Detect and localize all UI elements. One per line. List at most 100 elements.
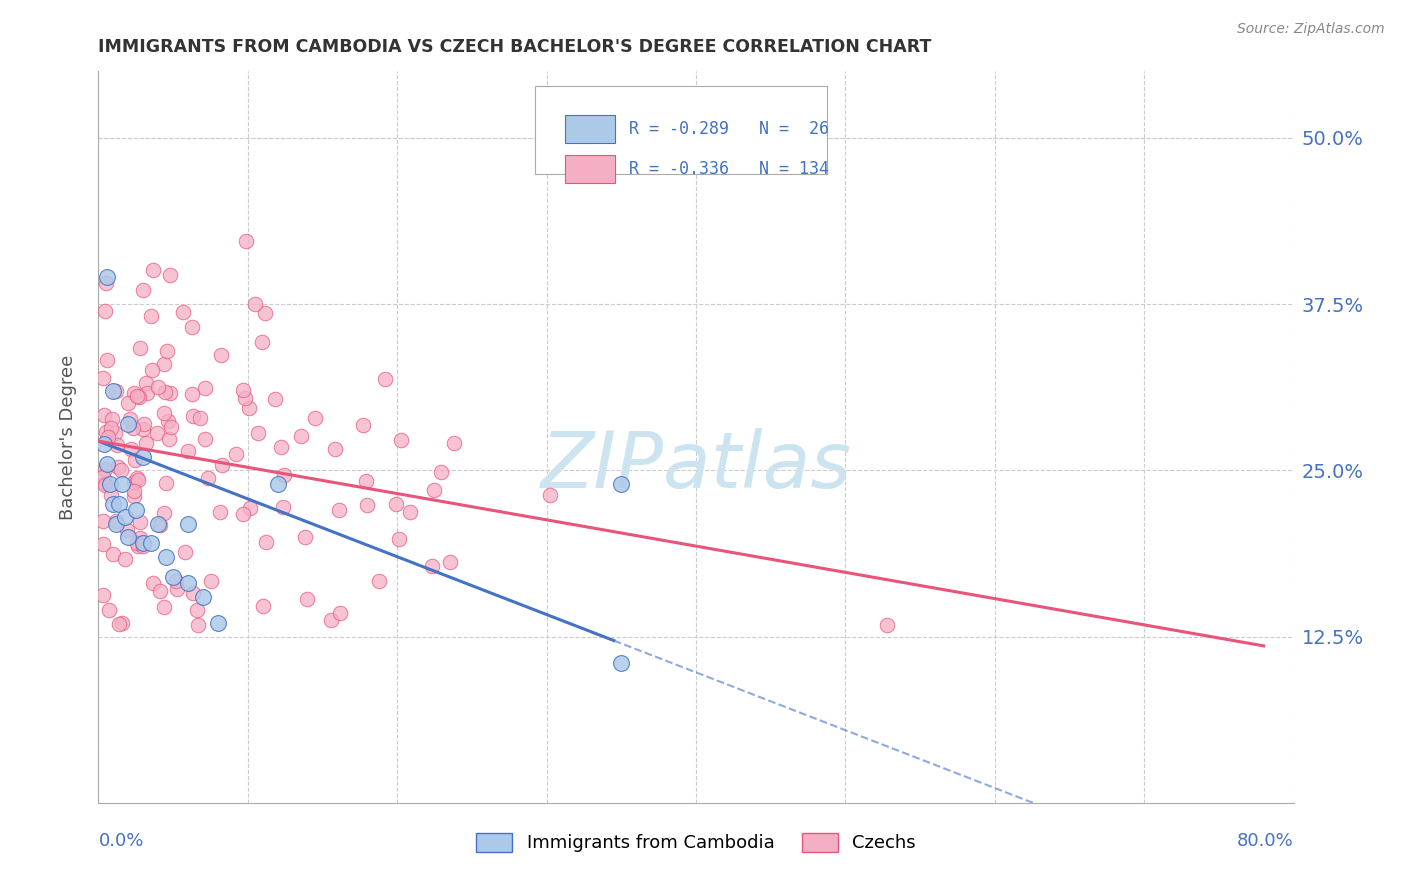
Point	[352, 418, 374, 433]
Point	[98, 476, 122, 491]
Point	[191, 590, 214, 604]
Point	[127, 471, 149, 485]
Point	[120, 442, 142, 457]
Point	[96, 276, 118, 290]
Point	[443, 435, 465, 450]
Text: 80.0%: 80.0%	[1237, 832, 1294, 850]
Point	[105, 438, 128, 452]
Point	[110, 615, 132, 630]
Point	[208, 505, 231, 519]
Point	[211, 458, 233, 472]
Point	[323, 442, 346, 456]
Point	[423, 483, 446, 498]
Point	[94, 462, 117, 476]
Point	[122, 385, 145, 400]
Point	[132, 536, 155, 550]
Point	[876, 618, 898, 632]
Point	[273, 468, 295, 483]
Point	[94, 477, 117, 491]
Point	[124, 489, 146, 503]
Point	[399, 505, 422, 519]
Point	[186, 602, 208, 616]
Point	[93, 409, 115, 423]
Point	[159, 385, 181, 400]
Point	[122, 475, 145, 490]
Point	[166, 582, 188, 596]
Point	[354, 474, 377, 488]
Point	[368, 574, 391, 588]
Point	[132, 283, 155, 297]
Point	[187, 617, 209, 632]
Point	[91, 470, 114, 484]
Point	[148, 518, 170, 533]
Point	[125, 503, 148, 517]
Point	[101, 412, 124, 426]
Point	[141, 576, 163, 591]
Point	[174, 545, 197, 559]
Point	[96, 457, 118, 471]
Point	[127, 474, 149, 488]
Point	[110, 463, 132, 477]
Point	[194, 381, 217, 395]
Point	[188, 411, 211, 425]
Point	[270, 440, 292, 454]
Point	[207, 616, 229, 631]
Point	[128, 342, 150, 356]
Point	[135, 436, 157, 450]
Point	[114, 551, 136, 566]
Point	[239, 500, 262, 515]
Point	[91, 514, 114, 528]
Point	[91, 537, 114, 551]
Point	[155, 549, 177, 564]
Point	[267, 476, 290, 491]
Point	[129, 532, 152, 546]
Point	[271, 500, 294, 514]
Point	[155, 343, 177, 358]
Point	[104, 425, 127, 440]
Point	[153, 600, 176, 615]
Bar	[565, 115, 614, 143]
Point	[200, 574, 222, 588]
Point	[356, 499, 378, 513]
Point	[209, 347, 232, 361]
Point	[152, 506, 174, 520]
Point	[388, 532, 411, 546]
Point	[146, 379, 169, 393]
Point	[148, 516, 170, 531]
Point	[374, 372, 396, 386]
Point	[135, 376, 157, 391]
Point	[107, 460, 129, 475]
Point	[127, 539, 149, 553]
Point	[250, 334, 273, 349]
Point	[115, 524, 138, 538]
Point	[294, 530, 316, 544]
Point	[157, 433, 180, 447]
Point	[131, 422, 153, 436]
Point	[96, 352, 118, 367]
Point	[290, 429, 312, 443]
Point	[180, 387, 202, 401]
Point	[103, 497, 125, 511]
Point	[97, 430, 120, 444]
Point	[94, 303, 117, 318]
Point	[145, 425, 167, 440]
Point	[111, 476, 134, 491]
Point	[253, 306, 276, 320]
Point	[180, 320, 202, 334]
Point	[439, 555, 461, 569]
Point	[94, 425, 117, 440]
Point	[385, 497, 408, 511]
Point	[181, 409, 204, 423]
Point	[389, 433, 412, 447]
Point	[297, 591, 319, 606]
Point	[197, 471, 219, 485]
Point	[135, 385, 157, 400]
Point	[103, 384, 125, 398]
Point	[172, 305, 194, 319]
Point	[263, 392, 285, 406]
Point	[125, 536, 148, 550]
Legend: Immigrants from Cambodia, Czechs: Immigrants from Cambodia, Czechs	[470, 826, 922, 860]
Point	[93, 436, 115, 450]
Text: IMMIGRANTS FROM CAMBODIA VS CZECH BACHELOR'S DEGREE CORRELATION CHART: IMMIGRANTS FROM CAMBODIA VS CZECH BACHEL…	[98, 38, 932, 56]
Point	[149, 583, 172, 598]
